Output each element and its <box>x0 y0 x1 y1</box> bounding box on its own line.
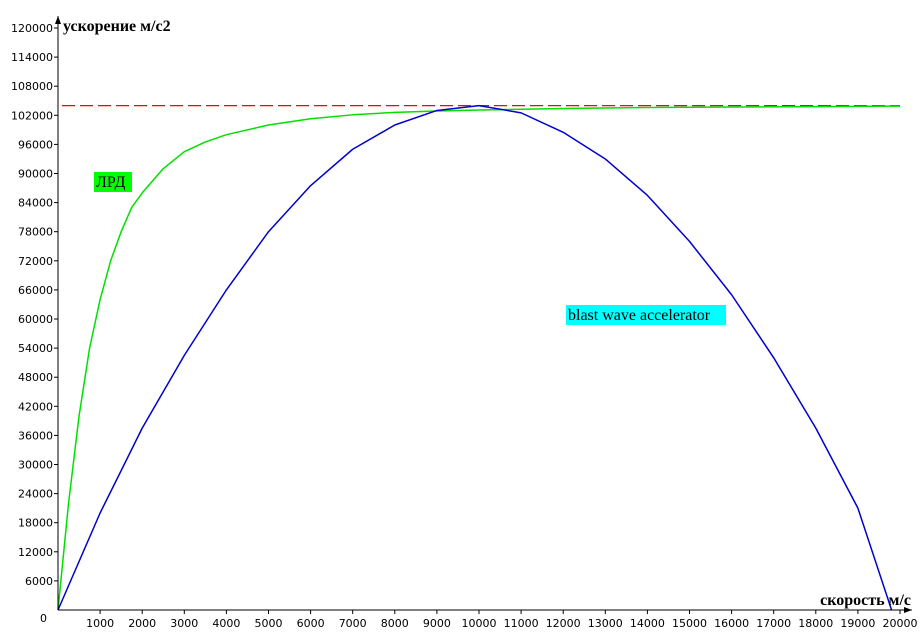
x-axis-arrowhead <box>904 607 912 613</box>
x-tick-label: 12000 <box>546 617 581 630</box>
y-tick-label: 36000 <box>18 429 53 442</box>
y-axis-arrowhead <box>55 16 61 24</box>
y-tick-label: 54000 <box>18 342 53 355</box>
blast-wave-series-label: blast wave accelerator <box>568 307 711 324</box>
labels-layer: ускорение м/с2 скорость м/с <box>63 18 911 609</box>
y-tick-label: 18000 <box>18 517 53 530</box>
x-tick-label: 13000 <box>588 617 623 630</box>
y-tick-label: 60000 <box>18 313 53 326</box>
y-tick-label: 42000 <box>18 400 53 413</box>
y-tick-label: 120000 <box>11 22 53 35</box>
x-tick-label: 20000 <box>883 617 918 630</box>
x-tick-label: 17000 <box>756 617 791 630</box>
x-tick-label: 14000 <box>630 617 665 630</box>
ticks-layer: 0 1000 2000 3000 4000 5000 6000 7000 8000 9000 100… <box>11 22 918 630</box>
x-tick-label: 3000 <box>170 617 198 630</box>
series-labels: ЛРД blast wave accelerator <box>94 172 726 325</box>
y-tick-label: 108000 <box>11 80 53 93</box>
y-tick-label: 30000 <box>18 459 53 472</box>
y-tick-label: 48000 <box>18 371 53 384</box>
y-tick-label: 66000 <box>18 284 53 297</box>
x-tick-label: 4000 <box>212 617 240 630</box>
blast-wave-curve <box>57 104 893 611</box>
x-tick-label: 2000 <box>128 617 156 630</box>
y-tick-label: 78000 <box>18 226 53 239</box>
y-tick-label: 114000 <box>11 51 53 64</box>
x-axis-title: скорость м/с <box>820 592 911 609</box>
y-tick-label: 72000 <box>18 255 53 268</box>
x-tick-label: 18000 <box>798 617 833 630</box>
y-tick-label: 12000 <box>18 546 53 559</box>
lrd-series-label: ЛРД <box>96 174 126 191</box>
x-tick-label: 5000 <box>255 617 283 630</box>
blast-wave-label-background <box>566 305 726 325</box>
x-tick-label: 16000 <box>714 617 749 630</box>
x-tick-label: 10000 <box>462 617 497 630</box>
y-tick-label: 6000 <box>25 575 53 588</box>
y-tick-label: 90000 <box>18 168 53 181</box>
x-tick-label: 9000 <box>423 617 451 630</box>
x-tick-label: 6000 <box>297 617 325 630</box>
x-tick-label: 1000 <box>86 617 114 630</box>
y-tick-label: 102000 <box>11 109 53 122</box>
x-tick-label: 15000 <box>672 617 707 630</box>
y-tick-label: 96000 <box>18 138 53 151</box>
y-tick-label: 84000 <box>18 197 53 210</box>
x-tick-label: 11000 <box>504 617 539 630</box>
x-tick-label: 7000 <box>339 617 367 630</box>
x-tick-label: 19000 <box>840 617 875 630</box>
y-tick-label: 24000 <box>18 488 53 501</box>
lrd-label-background <box>94 172 132 192</box>
series-layer <box>57 104 901 611</box>
x-tick-label: 0 <box>40 612 47 625</box>
x-tick-label: 8000 <box>381 617 409 630</box>
y-axis-title: ускорение м/с2 <box>63 18 171 35</box>
lrd-curve <box>57 105 901 611</box>
